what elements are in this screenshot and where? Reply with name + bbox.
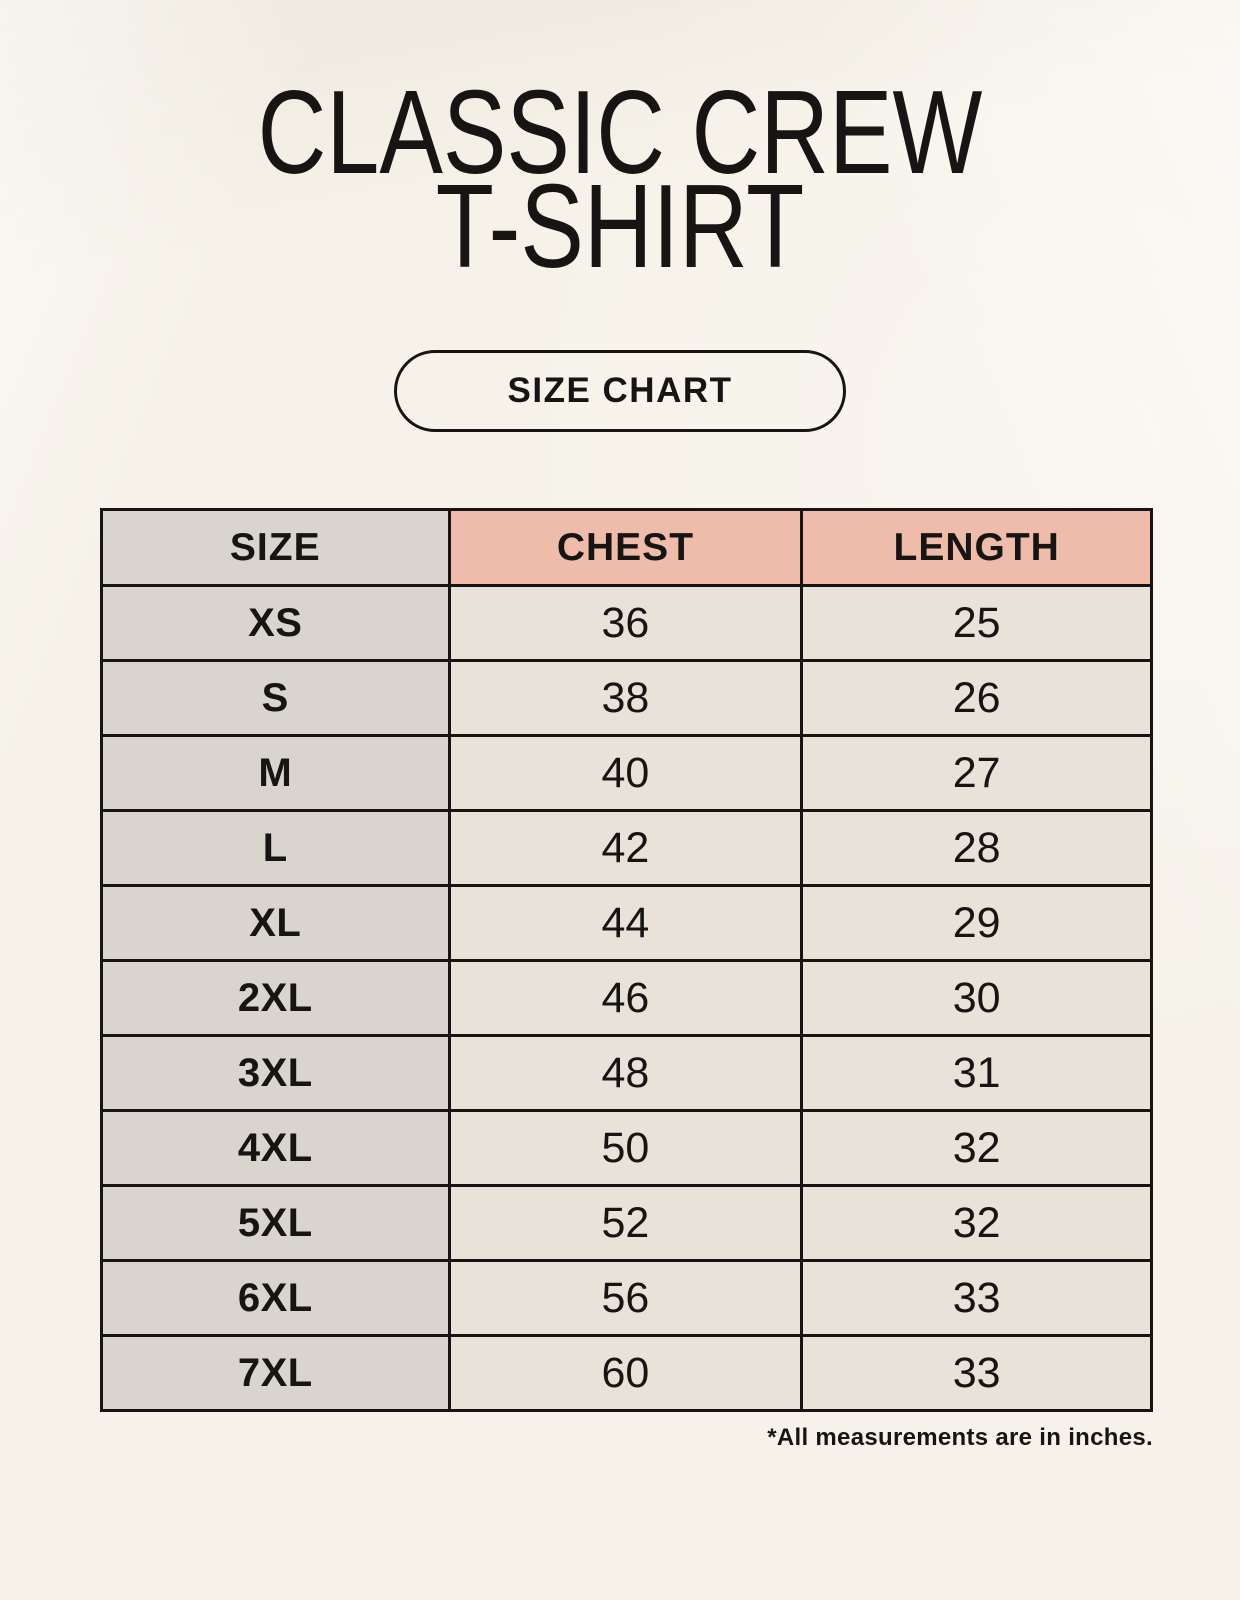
size-cell: 5XL	[100, 1184, 451, 1262]
header-row: SIZE CHEST LENGTH	[100, 508, 1153, 587]
table-row: 4XL 50 32	[100, 1109, 1153, 1187]
chest-cell: 46	[447, 959, 804, 1037]
table-row: 3XL 48 31	[100, 1034, 1153, 1112]
table-row: 2XL 46 30	[100, 959, 1153, 1037]
length-cell: 26	[800, 659, 1153, 737]
length-cell: 30	[800, 959, 1153, 1037]
size-chart-button[interactable]: SIZE CHART	[394, 350, 846, 432]
size-chart-page: CLASSIC CREW T-SHIRT SIZE CHART SIZE CHE…	[100, 66, 1153, 1451]
table-row: 5XL 52 32	[100, 1184, 1153, 1262]
size-cell: M	[100, 734, 451, 812]
length-cell: 33	[800, 1259, 1153, 1337]
chest-cell: 40	[447, 734, 804, 812]
table-row: S 38 26	[100, 659, 1153, 737]
size-cell: 3XL	[100, 1034, 451, 1112]
size-cell: 2XL	[100, 959, 451, 1037]
column-header-length: LENGTH	[800, 508, 1153, 587]
size-cell: 6XL	[100, 1259, 451, 1337]
length-cell: 27	[800, 734, 1153, 812]
length-cell: 29	[800, 884, 1153, 962]
length-cell: 32	[800, 1109, 1153, 1187]
length-cell: 32	[800, 1184, 1153, 1262]
size-table-header: SIZE CHEST LENGTH	[100, 508, 1153, 587]
chest-cell: 48	[447, 1034, 804, 1112]
title-line-2: T-SHIRT	[435, 160, 805, 293]
length-cell: 33	[800, 1334, 1153, 1412]
measurements-footnote: *All measurements are in inches.	[767, 1424, 1153, 1451]
size-cell: XS	[100, 584, 451, 662]
chest-cell: 50	[447, 1109, 804, 1187]
page-title: CLASSIC CREW T-SHIRT	[124, 66, 1116, 293]
table-row: XS 36 25	[100, 584, 1153, 662]
chest-cell: 56	[447, 1259, 804, 1337]
size-cell: 4XL	[100, 1109, 451, 1187]
size-cell: XL	[100, 884, 451, 962]
chest-cell: 36	[447, 584, 804, 662]
table-row: 6XL 56 33	[100, 1259, 1153, 1337]
chest-cell: 38	[447, 659, 804, 737]
length-cell: 28	[800, 809, 1153, 887]
size-cell: 7XL	[100, 1334, 451, 1412]
title-line-1: CLASSIC CREW	[257, 66, 983, 199]
column-header-chest: CHEST	[447, 508, 804, 587]
length-cell: 31	[800, 1034, 1153, 1112]
length-cell: 25	[800, 584, 1153, 662]
size-cell: L	[100, 809, 451, 887]
table-row: M 40 27	[100, 734, 1153, 812]
size-table: SIZE CHEST LENGTH XS 36 25 S 38 26 M 40 27 L 42 28 X…	[100, 508, 1153, 1412]
chest-cell: 52	[447, 1184, 804, 1262]
size-cell: S	[100, 659, 451, 737]
table-row: L 42 28	[100, 809, 1153, 887]
chest-cell: 44	[447, 884, 804, 962]
chest-cell: 42	[447, 809, 804, 887]
column-header-size: SIZE	[100, 508, 451, 587]
size-table-body: XS 36 25 S 38 26 M 40 27 L 42 28 XL 44 29 2XL 46 30 3XL 48 3…	[100, 584, 1153, 1412]
table-row: 7XL 60 33	[100, 1334, 1153, 1412]
chest-cell: 60	[447, 1334, 804, 1412]
table-row: XL 44 29	[100, 884, 1153, 962]
size-chart-button-label: SIZE CHART	[507, 371, 733, 410]
